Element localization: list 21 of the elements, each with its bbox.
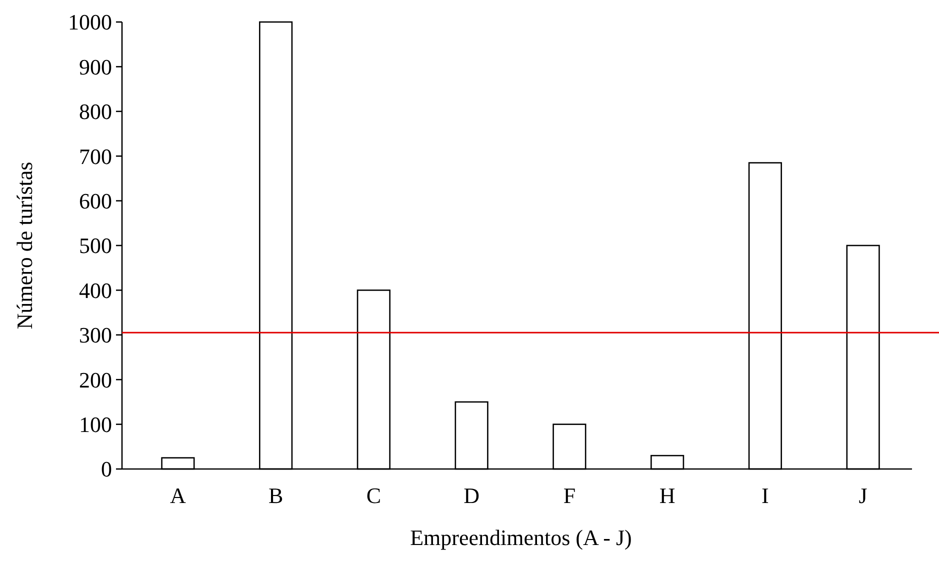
y-tick-label: 900: [79, 54, 112, 80]
y-tick-label: 300: [79, 322, 112, 348]
x-tick-label: A: [170, 483, 186, 508]
x-tick-label: H: [659, 483, 676, 508]
y-tick-label: 400: [79, 278, 112, 303]
y-tick-label: 100: [79, 412, 112, 437]
y-tick-label: 500: [79, 233, 112, 258]
x-tick-label: F: [563, 483, 576, 508]
x-tick-label: I: [762, 483, 769, 508]
y-axis-title: Número de turístas: [12, 162, 37, 330]
y-tick-label: 800: [79, 99, 112, 124]
y-tick-label: 700: [79, 144, 112, 169]
x-tick-label: C: [366, 483, 382, 508]
y-tick-label: 0: [101, 456, 112, 482]
y-tick-label: 1000: [68, 10, 112, 35]
y-tick-label: 200: [79, 367, 112, 392]
x-tick-label: D: [464, 483, 480, 508]
y-tick-label: 600: [79, 188, 112, 214]
x-tick-label: B: [268, 483, 284, 508]
x-axis-title: Empreendimentos (A - J): [410, 525, 632, 550]
x-tick-label: J: [858, 483, 868, 508]
